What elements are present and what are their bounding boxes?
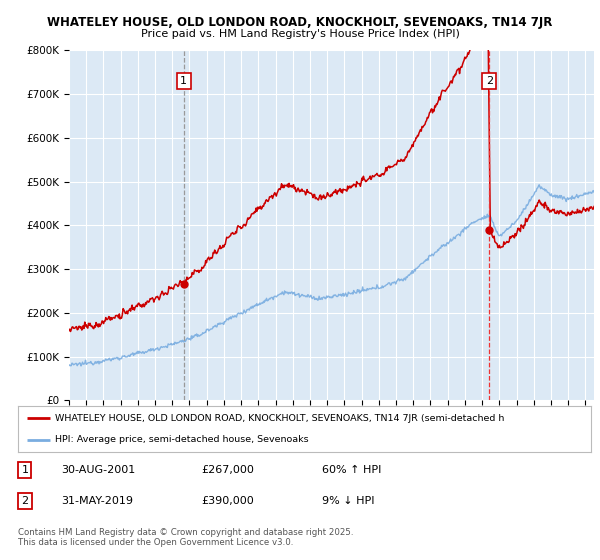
Text: 1: 1: [22, 465, 28, 475]
Text: £267,000: £267,000: [202, 465, 254, 475]
Text: 1: 1: [180, 76, 187, 86]
Text: HPI: Average price, semi-detached house, Sevenoaks: HPI: Average price, semi-detached house,…: [55, 435, 309, 444]
Text: 2: 2: [485, 76, 493, 86]
Text: 31-MAY-2019: 31-MAY-2019: [61, 496, 133, 506]
Text: WHATELEY HOUSE, OLD LONDON ROAD, KNOCKHOLT, SEVENOAKS, TN14 7JR (semi-detached h: WHATELEY HOUSE, OLD LONDON ROAD, KNOCKHO…: [55, 414, 505, 423]
Text: 60% ↑ HPI: 60% ↑ HPI: [322, 465, 381, 475]
Text: £390,000: £390,000: [202, 496, 254, 506]
Text: 30-AUG-2001: 30-AUG-2001: [61, 465, 135, 475]
Text: Contains HM Land Registry data © Crown copyright and database right 2025.
This d: Contains HM Land Registry data © Crown c…: [18, 528, 353, 547]
Text: Price paid vs. HM Land Registry's House Price Index (HPI): Price paid vs. HM Land Registry's House …: [140, 29, 460, 39]
Text: 2: 2: [22, 496, 28, 506]
Text: WHATELEY HOUSE, OLD LONDON ROAD, KNOCKHOLT, SEVENOAKS, TN14 7JR: WHATELEY HOUSE, OLD LONDON ROAD, KNOCKHO…: [47, 16, 553, 29]
Text: 9% ↓ HPI: 9% ↓ HPI: [322, 496, 374, 506]
